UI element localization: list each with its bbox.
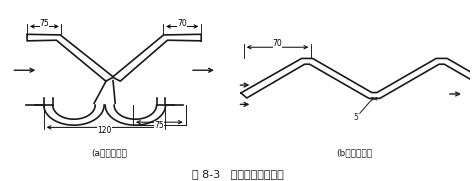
Polygon shape xyxy=(113,34,201,81)
Text: 120: 120 xyxy=(97,126,112,135)
Text: 图 8-3   挡水板结构示意图: 图 8-3 挡水板结构示意图 xyxy=(191,169,284,179)
Text: (a）前挡水板: (a）前挡水板 xyxy=(92,148,128,157)
Text: 5: 5 xyxy=(353,113,358,122)
Text: 70: 70 xyxy=(177,19,187,28)
Text: 75: 75 xyxy=(154,121,164,130)
Polygon shape xyxy=(241,58,475,98)
Text: 70: 70 xyxy=(273,39,282,48)
Text: (b）后挡水板: (b）后挡水板 xyxy=(336,148,372,157)
Polygon shape xyxy=(27,34,114,81)
Text: 75: 75 xyxy=(39,19,49,28)
